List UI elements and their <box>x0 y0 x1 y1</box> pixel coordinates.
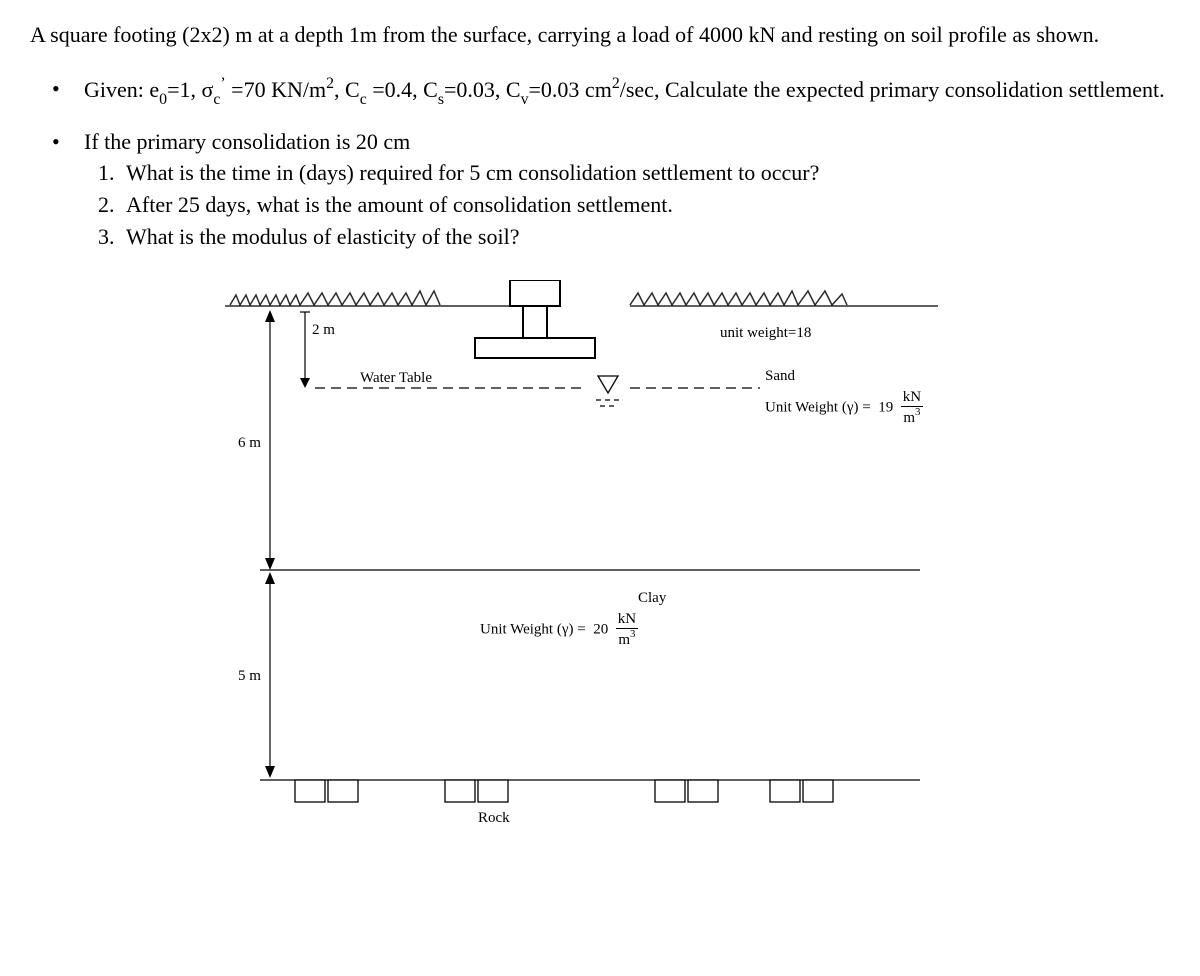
label-clay-uw: Unit Weight (γ) = 20 kNm3 <box>480 612 638 648</box>
label-6m: 6 m <box>238 435 261 452</box>
question-list: What is the time in (days) required for … <box>84 158 1170 251</box>
problem-intro: A square footing (2x2) m at a depth 1m f… <box>30 20 1170 50</box>
soil-profile-diagram: 2 m Water Table 6 m 5 m unit weight=18 S… <box>200 280 1000 840</box>
label-2m: 2 m <box>312 322 335 339</box>
q2: After 25 days, what is the amount of con… <box>120 190 1170 220</box>
given-text: Given: e0=1, σcʼ =70 KN/m2, Cc =0.4, Cs=… <box>84 77 1165 102</box>
q3: What is the modulus of elasticity of the… <box>120 222 1170 252</box>
bullet-given: Given: e0=1, σcʼ =70 KN/m2, Cc =0.4, Cs=… <box>30 74 1170 109</box>
label-clay: Clay <box>638 590 666 607</box>
label-sand-uw: Unit Weight (γ) = 19 kNm3 <box>765 390 923 426</box>
bullet-list: Given: e0=1, σcʼ =70 KN/m2, Cc =0.4, Cs=… <box>30 74 1170 252</box>
label-water-table: Water Table <box>360 370 432 387</box>
label-sand: Sand <box>765 368 795 385</box>
label-rock: Rock <box>478 810 510 827</box>
q1: What is the time in (days) required for … <box>120 158 1170 188</box>
label-5m: 5 m <box>238 668 261 685</box>
label-uw18: unit weight=18 <box>720 325 811 342</box>
questions-lead: If the primary consolidation is 20 cm <box>84 129 410 154</box>
bullet-questions: If the primary consolidation is 20 cm Wh… <box>30 127 1170 252</box>
